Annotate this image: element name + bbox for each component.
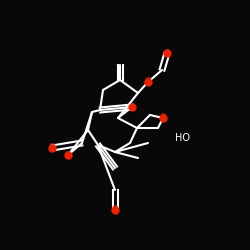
Text: HO: HO	[175, 133, 190, 143]
Text: O: O	[145, 78, 151, 86]
Text: O: O	[160, 114, 166, 122]
Text: O: O	[112, 206, 118, 214]
Text: O: O	[164, 48, 170, 58]
Text: O: O	[49, 144, 55, 152]
Text: O: O	[65, 150, 71, 160]
Text: O: O	[129, 102, 135, 112]
